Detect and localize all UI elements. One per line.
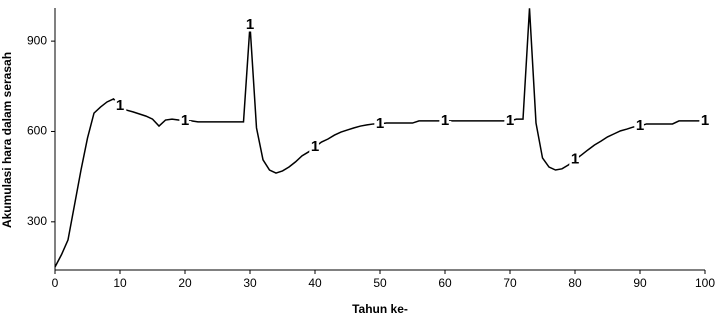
y-tick-label: 900 bbox=[27, 33, 47, 47]
x-tick-label: 80 bbox=[568, 276, 582, 290]
marker: 1 bbox=[376, 115, 384, 132]
marker: 1 bbox=[441, 112, 449, 129]
x-tick-label: 0 bbox=[52, 276, 59, 290]
x-axis-title: Tahun ke- bbox=[352, 302, 408, 316]
marker: 1 bbox=[701, 112, 709, 129]
marker: 1 bbox=[181, 112, 189, 129]
marker: 1 bbox=[571, 151, 579, 168]
x-tick-label: 40 bbox=[308, 276, 322, 290]
y-tick-label: 300 bbox=[27, 214, 47, 228]
marker: 1 bbox=[116, 97, 124, 114]
marker: 1 bbox=[246, 16, 254, 33]
marker: 1 bbox=[311, 138, 319, 155]
x-tick-label: 20 bbox=[178, 276, 192, 290]
x-tick-label: 90 bbox=[633, 276, 647, 290]
x-tick-label: 60 bbox=[438, 276, 452, 290]
x-tick-label: 70 bbox=[503, 276, 517, 290]
x-tick-label: 10 bbox=[113, 276, 127, 290]
marker: 1 bbox=[506, 112, 514, 129]
y-tick-label: 600 bbox=[27, 124, 47, 138]
x-tick-label: 50 bbox=[373, 276, 387, 290]
y-axis-title: Akumulasi hara dalam serasah bbox=[0, 52, 14, 228]
x-tick-label: 30 bbox=[243, 276, 257, 290]
marker: 1 bbox=[636, 117, 644, 134]
line bbox=[54, 8, 705, 268]
x-tick-label: 100 bbox=[695, 276, 715, 290]
